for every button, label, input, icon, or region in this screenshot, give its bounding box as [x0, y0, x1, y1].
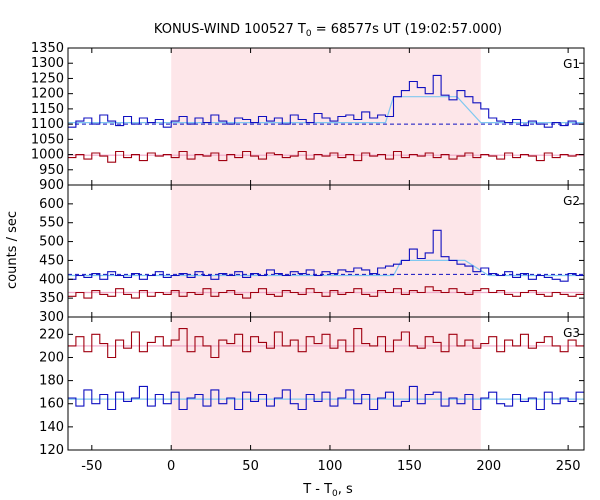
- y-tick-label: 180: [39, 374, 64, 389]
- panel-frame: [67, 316, 585, 451]
- y-tick-label: 400: [39, 272, 64, 287]
- chart-title: KONUS-WIND 100527 T0 = 68577s UT (19:02:…: [154, 22, 502, 39]
- y-tick-label: 160: [39, 397, 64, 412]
- y-tick-label: 1000: [31, 148, 64, 163]
- panel-g3: 120 140 160 180 200 220 G3: [39, 316, 585, 458]
- lower-series-line: [68, 286, 584, 299]
- panel-label: G3: [563, 326, 580, 340]
- y-tick-label: 220: [39, 327, 64, 342]
- y-tick-label: 500: [39, 235, 64, 250]
- highlight-region: [171, 317, 481, 450]
- highlight-region: [171, 185, 481, 317]
- y-tick-label: 200: [39, 350, 64, 365]
- x-tick-label: 50: [242, 459, 259, 474]
- y-tick-label: 900: [39, 178, 64, 193]
- x-tick-label: 150: [397, 459, 422, 474]
- y-tick-label: 1350: [31, 41, 64, 56]
- y-tick-label: 1250: [31, 71, 64, 86]
- x-axis-label-subscript: 0: [332, 489, 338, 499]
- panel-g2: 300 350 400 450 500 550 600 G2: [39, 184, 585, 325]
- x-tick-label: 250: [556, 459, 581, 474]
- upper-fit-line: [68, 96, 584, 124]
- panels-group: 90095010001050110011501200125013001350G1…: [31, 41, 585, 474]
- y-tick-label: 350: [39, 291, 64, 306]
- panel-label: G1: [563, 57, 580, 71]
- y-tick-label: 1150: [31, 102, 64, 117]
- y-tick-label: 450: [39, 253, 64, 268]
- y-tick-label: 1200: [31, 87, 64, 102]
- y-tick-label: 950: [39, 163, 64, 178]
- lower-series-line: [68, 150, 584, 163]
- x-tick-label: 200: [476, 459, 501, 474]
- y-tick-label: 1050: [31, 132, 64, 147]
- y-tick-label: 140: [39, 420, 64, 435]
- highlight-region: [171, 48, 481, 185]
- panel-label: G2: [563, 194, 580, 208]
- y-axis-label: counts / sec: [5, 211, 20, 289]
- y-tick-label: 1100: [31, 117, 64, 132]
- x-tick-label: -50: [81, 459, 102, 474]
- x-axis-label: T - T0, s: [302, 482, 353, 499]
- y-tick-label: 550: [39, 216, 64, 231]
- x-tick-label: 100: [318, 459, 343, 474]
- lower-series-line: [68, 385, 584, 411]
- x-tick-label: 0: [167, 459, 175, 474]
- upper-series-line: [68, 74, 584, 128]
- chart-title-subscript: 0: [306, 29, 312, 39]
- y-tick-label: 600: [39, 197, 64, 212]
- y-tick-label: 1300: [31, 56, 64, 71]
- upper-series-line: [68, 229, 584, 282]
- upper-series-line: [68, 328, 584, 359]
- y-tick-label: 300: [39, 310, 64, 325]
- y-tick-label: 120: [39, 443, 64, 458]
